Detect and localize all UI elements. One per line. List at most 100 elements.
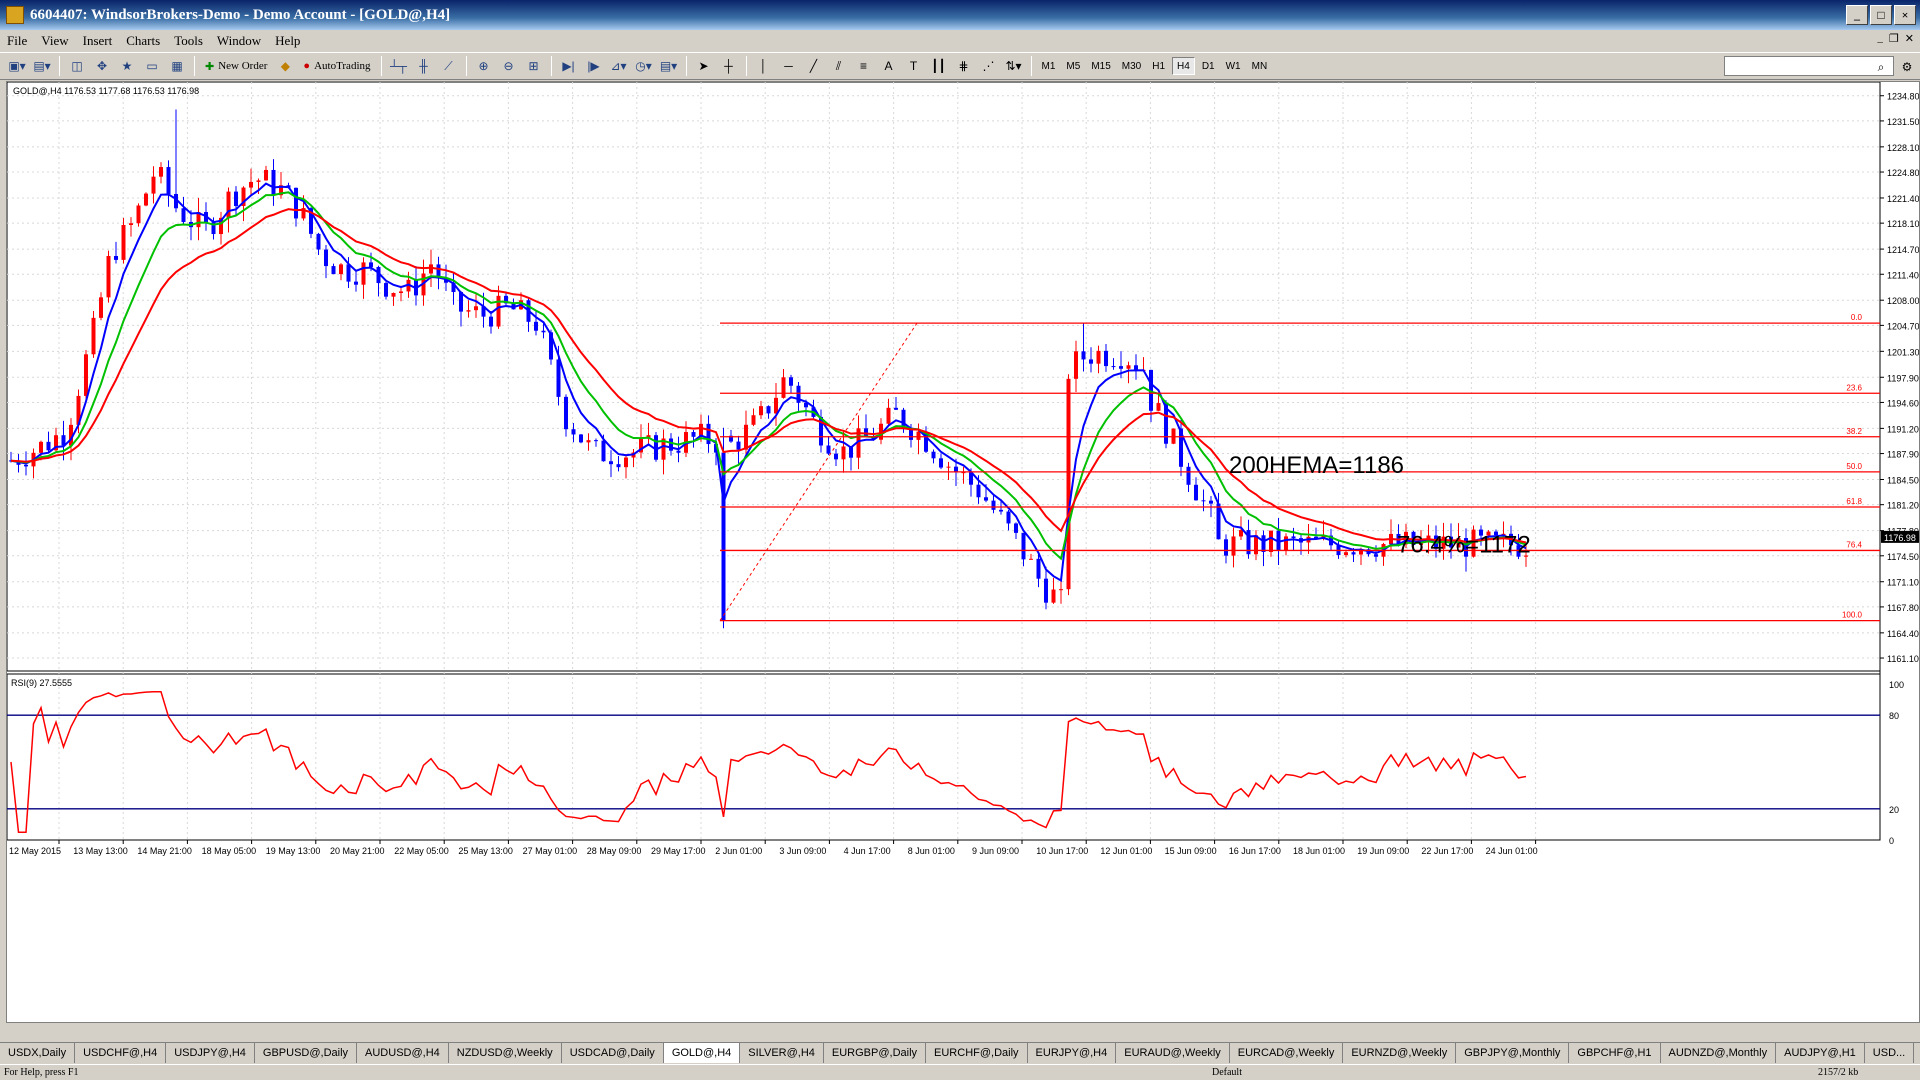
menu-insert[interactable]: Insert bbox=[82, 33, 113, 48]
menu-charts[interactable]: Charts bbox=[126, 33, 161, 48]
candle-body bbox=[924, 431, 928, 452]
horizontal-line-icon[interactable]: ─ bbox=[784, 59, 793, 73]
candle-body bbox=[676, 450, 681, 453]
vertical-line-icon[interactable]: │ bbox=[759, 59, 768, 73]
options-icon[interactable]: ⚙ bbox=[1901, 60, 1913, 74]
tf-h1[interactable]: H1 bbox=[1152, 60, 1166, 72]
data-window-icon[interactable]: ★ bbox=[121, 59, 133, 73]
candle-body bbox=[1209, 500, 1213, 504]
tf-m15[interactable]: M15 bbox=[1091, 60, 1111, 72]
autotrading-button[interactable]: ● AutoTrading bbox=[303, 60, 371, 72]
price-tick-label: 1161.10 bbox=[1887, 654, 1919, 664]
candle-body bbox=[234, 191, 238, 206]
chart-tab[interactable]: NZDUSD@,Weekly bbox=[449, 1043, 562, 1063]
tf-mn[interactable]: MN bbox=[1251, 60, 1268, 72]
candle-body bbox=[1149, 369, 1153, 411]
candle-body bbox=[279, 185, 283, 196]
chart-tab[interactable]: USDCAD@,Daily bbox=[562, 1043, 664, 1063]
close-button[interactable]: × bbox=[1894, 5, 1916, 25]
arrows-icon[interactable]: ⇅▾ bbox=[1005, 59, 1022, 73]
metaeditor-icon[interactable]: ◆ bbox=[280, 59, 291, 73]
search-icon[interactable]: ⌕ bbox=[1877, 59, 1885, 74]
chart-tab[interactable]: GOLD@,H4 bbox=[663, 1043, 741, 1063]
chart-tab[interactable]: EURJPY@,H4 bbox=[1028, 1043, 1117, 1063]
candle-body bbox=[639, 438, 643, 453]
text-label-icon[interactable]: T bbox=[909, 59, 918, 73]
tf-d1[interactable]: D1 bbox=[1201, 60, 1215, 72]
chart-tab[interactable]: USDCHF@,H4 bbox=[75, 1043, 167, 1063]
menu-tools[interactable]: Tools bbox=[174, 33, 203, 48]
chart-tab[interactable]: EURNZD@,Weekly bbox=[1343, 1043, 1457, 1063]
candle-body bbox=[24, 464, 28, 467]
chart-window[interactable]: 1234.80 1231.50 1228.10 1224.80 1221.40 1218.… bbox=[6, 81, 1920, 1023]
fib-arcs-icon[interactable]: ⋰ bbox=[982, 59, 995, 73]
new-chart-icon[interactable]: ▣▾ bbox=[8, 59, 26, 73]
menu-window[interactable]: Window bbox=[216, 33, 262, 48]
text-icon[interactable]: A bbox=[884, 59, 893, 73]
bar-chart-icon[interactable]: ┴┬ bbox=[389, 59, 407, 73]
candle-body bbox=[706, 423, 711, 445]
chart-tab[interactable]: EURGBP@,Daily bbox=[824, 1043, 927, 1063]
minimize-button[interactable]: _ bbox=[1846, 5, 1868, 25]
chart-tab[interactable]: EURCAD@,Weekly bbox=[1230, 1043, 1344, 1063]
tf-m5[interactable]: M5 bbox=[1066, 60, 1081, 72]
menu-file[interactable]: File bbox=[7, 33, 28, 48]
cursor-icon[interactable]: ➤ bbox=[698, 59, 709, 73]
candle-body bbox=[699, 423, 703, 437]
chart-canvas[interactable]: 1234.80 1231.50 1228.10 1224.80 1221.40 1218.… bbox=[6, 81, 1920, 1022]
zoom-out-icon[interactable]: ⊖ bbox=[503, 59, 514, 73]
ema-mid-line bbox=[10, 191, 1527, 561]
chart-tab[interactable]: AUDUSD@,H4 bbox=[357, 1043, 449, 1063]
chart-tab[interactable]: USDX,Daily bbox=[0, 1043, 76, 1063]
templates-icon[interactable]: ▤▾ bbox=[659, 59, 678, 73]
fib-fan-icon[interactable]: ⋕ bbox=[958, 59, 969, 73]
market-watch-icon[interactable]: ◫ bbox=[71, 59, 83, 73]
fibonacci-icon[interactable]: ≡ bbox=[859, 59, 867, 73]
candlestick-icon[interactable]: ╫ bbox=[419, 59, 428, 73]
zoom-in-icon[interactable]: ⊕ bbox=[478, 59, 489, 73]
chart-tab[interactable]: SILVER@,H4 bbox=[740, 1043, 824, 1063]
menu-help[interactable]: Help bbox=[275, 33, 301, 48]
annotation-fib-764: 76.4%=1172 bbox=[1397, 531, 1531, 558]
indicators-icon[interactable]: ⊿▾ bbox=[610, 59, 627, 73]
candle-body bbox=[564, 396, 568, 430]
tf-w1[interactable]: W1 bbox=[1225, 60, 1241, 72]
mdi-minimize-icon[interactable]: _ bbox=[1877, 32, 1883, 44]
navigator-icon[interactable]: ✥ bbox=[96, 59, 108, 73]
candle-body bbox=[76, 395, 81, 425]
search-input[interactable] bbox=[1724, 56, 1894, 76]
candle-body bbox=[616, 464, 621, 468]
gann-icon[interactable]: ┃┃ bbox=[931, 59, 946, 73]
strategy-tester-icon[interactable]: ▦ bbox=[171, 59, 183, 73]
candle-body bbox=[549, 332, 553, 360]
chart-tab[interactable]: AUDJPY@,H1 bbox=[1776, 1043, 1865, 1063]
new-order-button[interactable]: ✚ New Order bbox=[205, 60, 268, 73]
chart-tab[interactable]: GBPCHF@,H1 bbox=[1569, 1043, 1661, 1063]
equidistant-channel-icon[interactable]: ⫽ bbox=[835, 58, 842, 73]
trendline-icon[interactable]: ╱ bbox=[809, 59, 818, 73]
chart-shift-icon[interactable]: |▶ bbox=[587, 59, 600, 73]
mdi-restore-icon[interactable]: ❐ bbox=[1888, 33, 1899, 45]
chart-tab[interactable]: AUDNZD@,Monthly bbox=[1661, 1043, 1777, 1063]
chart-tab[interactable]: USD... bbox=[1865, 1043, 1915, 1063]
tf-m30[interactable]: M30 bbox=[1121, 60, 1142, 72]
chart-tab[interactable]: USDJPY@,H4 bbox=[166, 1043, 255, 1063]
menu-view[interactable]: View bbox=[41, 33, 69, 48]
maximize-button[interactable]: □ bbox=[1870, 5, 1892, 25]
tile-windows-icon[interactable]: ⊞ bbox=[528, 59, 539, 73]
periods-icon[interactable]: ◷▾ bbox=[635, 59, 652, 73]
fib-level-label: 38.2 bbox=[1846, 427, 1862, 436]
tf-h4[interactable]: H4 bbox=[1172, 57, 1195, 75]
line-chart-icon[interactable]: ⟋ bbox=[444, 58, 453, 73]
crosshair-icon[interactable]: ┼ bbox=[724, 59, 733, 73]
chart-tab[interactable]: EURCHF@,Daily bbox=[926, 1043, 1028, 1063]
terminal-icon[interactable]: ▭ bbox=[146, 59, 158, 73]
candle-body bbox=[541, 330, 546, 333]
auto-scroll-icon[interactable]: ▶| bbox=[562, 59, 575, 73]
profiles-icon[interactable]: ▤▾ bbox=[33, 59, 51, 73]
tf-m1[interactable]: M1 bbox=[1041, 60, 1056, 72]
chart-tab[interactable]: EURAUD@,Weekly bbox=[1116, 1043, 1230, 1063]
chart-tab[interactable]: GBPUSD@,Daily bbox=[255, 1043, 358, 1063]
chart-tab[interactable]: GBPJPY@,Monthly bbox=[1456, 1043, 1570, 1063]
mdi-close-icon[interactable]: ✕ bbox=[1904, 33, 1914, 45]
